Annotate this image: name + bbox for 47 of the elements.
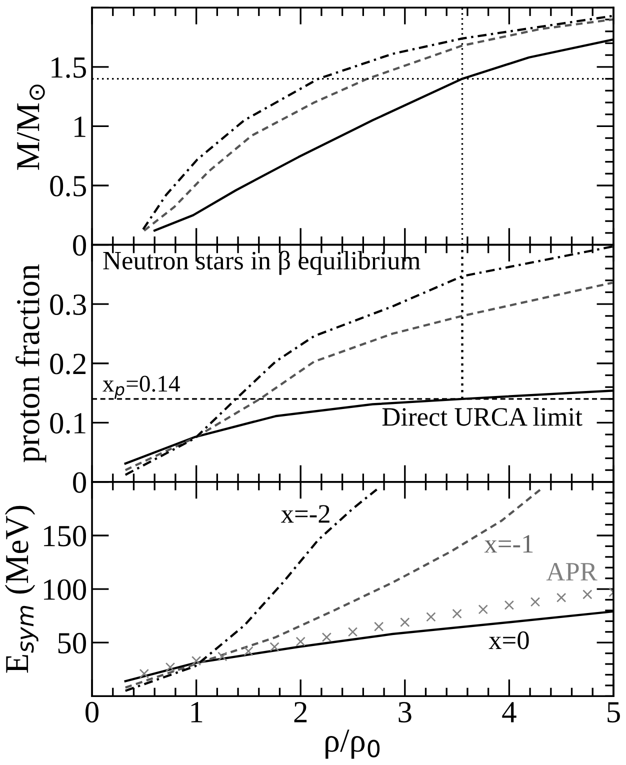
y-axis-title: M/M$_{⊙}$ [17, 84, 45, 170]
y-tick-label: 150 [44, 526, 86, 546]
y-tick-label: 1 [74, 116, 86, 137]
point [139, 668, 150, 679]
annotation: Direct URCA limit [382, 407, 582, 426]
point [478, 604, 488, 614]
y-tick-label: 0.2 [50, 354, 86, 374]
y-tick-label: 50 [58, 632, 86, 654]
point [426, 612, 436, 622]
annotation: x=0 [488, 631, 529, 650]
y-axis-title: E$_{sym}$ (MeV) [4, 506, 38, 673]
x-axis-title: ρ/ρ$_{0}$ [326, 730, 380, 759]
y-tick-label: 0.3 [50, 294, 86, 316]
y-tick-label: 1.5 [52, 57, 86, 78]
y-tick-label: 0 [73, 235, 86, 256]
annotation: x=-1 [484, 535, 533, 553]
y-tick-label: 0.5 [50, 176, 86, 197]
y-tick-label: 0 [73, 472, 86, 493]
y-tick-label: 0.1 [50, 412, 86, 434]
x-tick-label: 1 [191, 702, 202, 722]
line-series [124, 282, 614, 472]
point [504, 600, 514, 610]
annotation: x=-2 [281, 505, 330, 523]
point [374, 622, 384, 632]
point [556, 592, 566, 602]
point [165, 662, 176, 672]
x-tick-label: 3 [398, 702, 412, 723]
point [296, 636, 306, 646]
point [582, 590, 592, 600]
point [218, 652, 228, 662]
annotation: APR [546, 562, 598, 580]
x-tick-label: 2 [294, 702, 307, 722]
point [400, 617, 410, 628]
point [191, 656, 202, 666]
point [322, 632, 332, 642]
x-tick-label: 4 [502, 702, 516, 722]
point [348, 627, 358, 637]
point [244, 646, 254, 656]
ref-line-label: x$_{p}$=0.14 [102, 376, 180, 399]
x-tick-label: 5 [608, 702, 620, 723]
point [270, 642, 280, 652]
annotation: Neutron stars in β equilibrium [103, 250, 420, 275]
y-tick-label: 100 [44, 579, 86, 600]
line-series [124, 488, 542, 689]
point [530, 597, 540, 607]
y-axis-title: proton fraction [16, 264, 46, 462]
point [452, 608, 462, 619]
